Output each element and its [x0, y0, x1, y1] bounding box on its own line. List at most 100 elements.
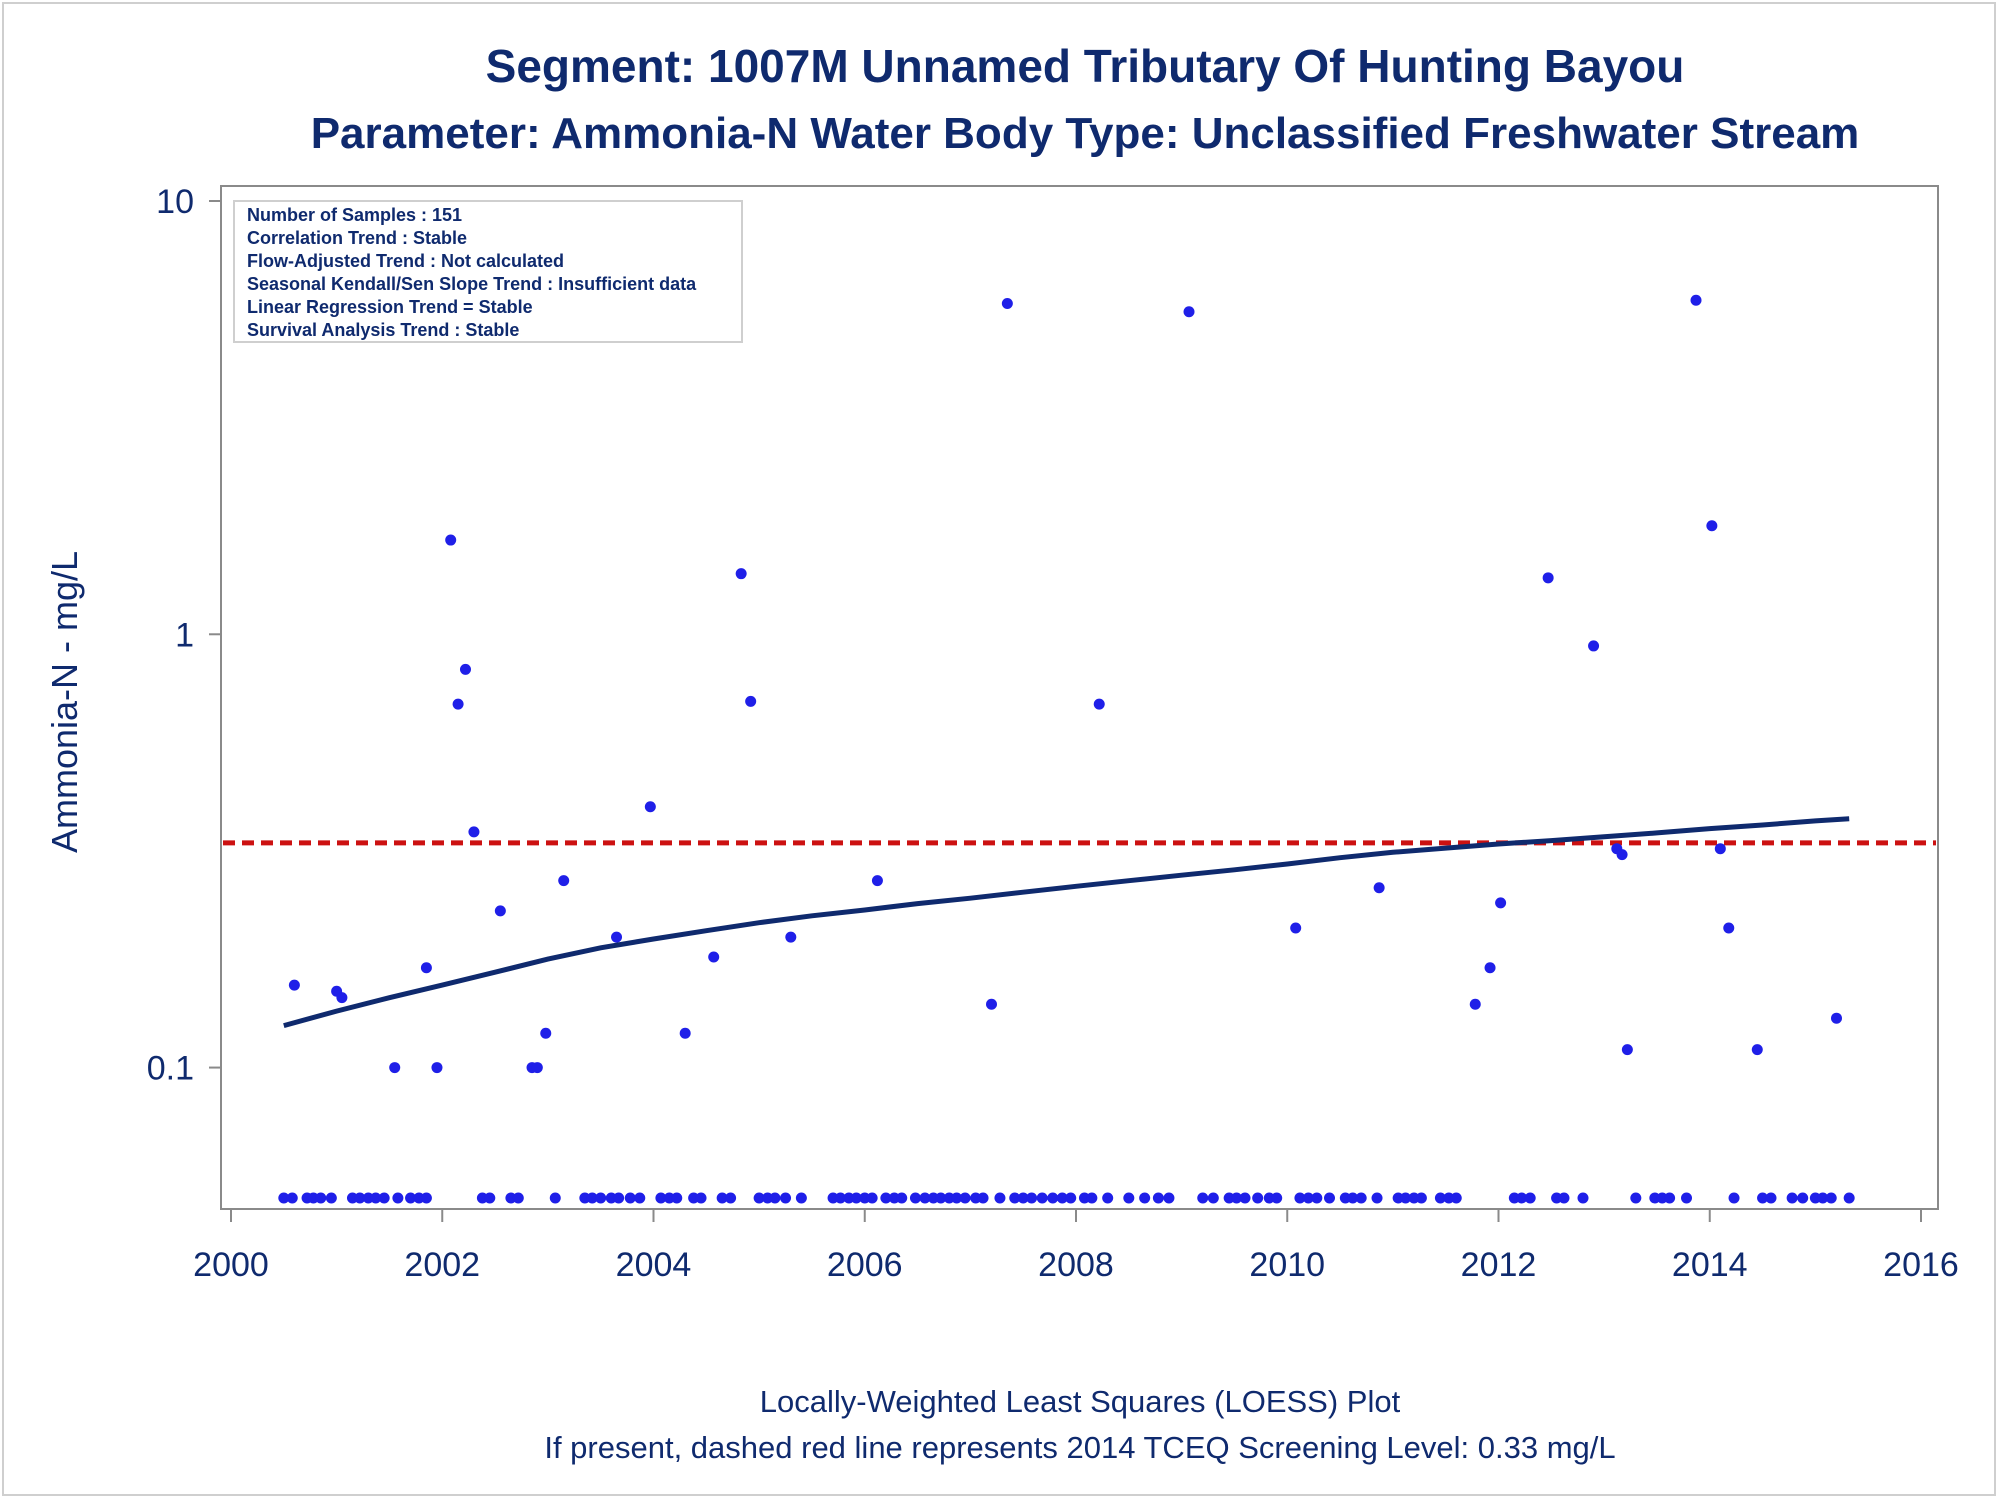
- data-point: [935, 1192, 947, 1204]
- data-point: [1450, 1192, 1462, 1204]
- data-point: [671, 1192, 683, 1204]
- data-point: [1681, 1192, 1693, 1204]
- data-point: [1252, 1192, 1264, 1204]
- y-tick-label: 0.1: [147, 1050, 194, 1088]
- data-point: [716, 1192, 728, 1204]
- data-point: [288, 979, 300, 991]
- data-point: [951, 1192, 963, 1204]
- data-point: [431, 1062, 443, 1074]
- x-tick-label: 2000: [193, 1246, 269, 1284]
- data-point: [1001, 298, 1013, 310]
- data-point: [315, 1192, 327, 1204]
- stats-line: Correlation Trend : Stable: [247, 228, 467, 248]
- stats-line: Linear Regression Trend = Stable: [247, 297, 533, 317]
- data-point: [1516, 1192, 1528, 1204]
- data-point: [1086, 1192, 1098, 1204]
- data-point: [1183, 306, 1195, 318]
- data-point: [1056, 1192, 1068, 1204]
- data-point: [1347, 1192, 1359, 1204]
- data-point: [1123, 1192, 1135, 1204]
- data-point: [909, 1192, 921, 1204]
- data-point: [452, 698, 464, 710]
- data-point: [785, 931, 797, 943]
- data-point: [1065, 1192, 1077, 1204]
- data-point: [994, 1192, 1006, 1204]
- data-point: [1371, 1192, 1383, 1204]
- data-point: [780, 1192, 792, 1204]
- data-point: [1009, 1192, 1021, 1204]
- data-point: [1355, 1192, 1367, 1204]
- data-point: [336, 992, 348, 1004]
- data-point: [595, 1192, 607, 1204]
- x-tick-label: 2008: [1038, 1246, 1114, 1284]
- data-point: [278, 1192, 290, 1204]
- footnote-loess: Locally-Weighted Least Squares (LOESS) P…: [760, 1384, 1401, 1419]
- data-point: [1400, 1192, 1412, 1204]
- data-point: [494, 905, 506, 917]
- data-point: [977, 1192, 989, 1204]
- stats-line: Survival Analysis Trend : Stable: [247, 320, 519, 340]
- data-points: [278, 294, 1855, 1204]
- data-point: [1047, 1192, 1059, 1204]
- x-tick-label: 2014: [1672, 1246, 1748, 1284]
- data-point: [370, 1192, 382, 1204]
- data-point: [549, 1192, 561, 1204]
- data-point: [919, 1192, 931, 1204]
- data-point: [1231, 1192, 1243, 1204]
- data-point: [1577, 1192, 1589, 1204]
- data-point: [880, 1192, 892, 1204]
- stats-box: Number of Samples : 151 Correlation Tren…: [233, 200, 743, 343]
- data-point: [679, 1027, 691, 1039]
- data-point: [1616, 849, 1628, 861]
- data-point: [531, 1062, 543, 1074]
- data-point: [1373, 882, 1385, 894]
- data-point: [1843, 1192, 1855, 1204]
- data-point: [896, 1192, 908, 1204]
- chart-subtitle: Parameter: Ammonia-N Water Body Type: Un…: [311, 109, 1860, 158]
- data-point: [1152, 1192, 1164, 1204]
- data-point: [405, 1192, 417, 1204]
- data-point: [1630, 1192, 1642, 1204]
- data-point: [745, 695, 757, 707]
- stats-line: Flow-Adjusted Trend : Not calculated: [247, 251, 564, 271]
- data-point: [445, 534, 457, 546]
- data-point: [866, 1192, 878, 1204]
- data-point: [1294, 1192, 1306, 1204]
- stats-line: Number of Samples : 151: [247, 205, 462, 225]
- data-point: [378, 1192, 390, 1204]
- data-point: [1484, 962, 1496, 974]
- data-point: [644, 801, 656, 813]
- data-point: [1311, 1192, 1323, 1204]
- data-point: [613, 1192, 625, 1204]
- x-tick-label: 2010: [1249, 1246, 1325, 1284]
- data-point: [624, 1192, 636, 1204]
- data-point: [1469, 998, 1481, 1010]
- data-point: [512, 1192, 524, 1204]
- data-point: [420, 962, 432, 974]
- data-point: [1102, 1192, 1114, 1204]
- data-point: [420, 1192, 432, 1204]
- data-point: [392, 1192, 404, 1204]
- data-point: [1302, 1192, 1314, 1204]
- data-point: [586, 1192, 598, 1204]
- data-point: [1324, 1192, 1335, 1204]
- data-point: [1621, 1044, 1633, 1056]
- y-tick-label: 10: [156, 183, 194, 221]
- data-point: [354, 1192, 366, 1204]
- data-point: [1664, 1192, 1676, 1204]
- data-point: [708, 951, 720, 963]
- data-point: [1434, 1192, 1446, 1204]
- data-point: [1271, 1192, 1283, 1204]
- data-point: [1825, 1192, 1837, 1204]
- data-point: [611, 931, 623, 943]
- y-axis-label: Ammonia-N - mg/L: [44, 551, 85, 853]
- stats-line: Seasonal Kendall/Sen Slope Trend : Insuf…: [247, 274, 697, 294]
- data-point: [850, 1192, 862, 1204]
- data-point: [1558, 1192, 1570, 1204]
- data-point: [634, 1192, 646, 1204]
- data-point: [1163, 1192, 1175, 1204]
- data-point: [959, 1192, 971, 1204]
- data-point: [1524, 1192, 1536, 1204]
